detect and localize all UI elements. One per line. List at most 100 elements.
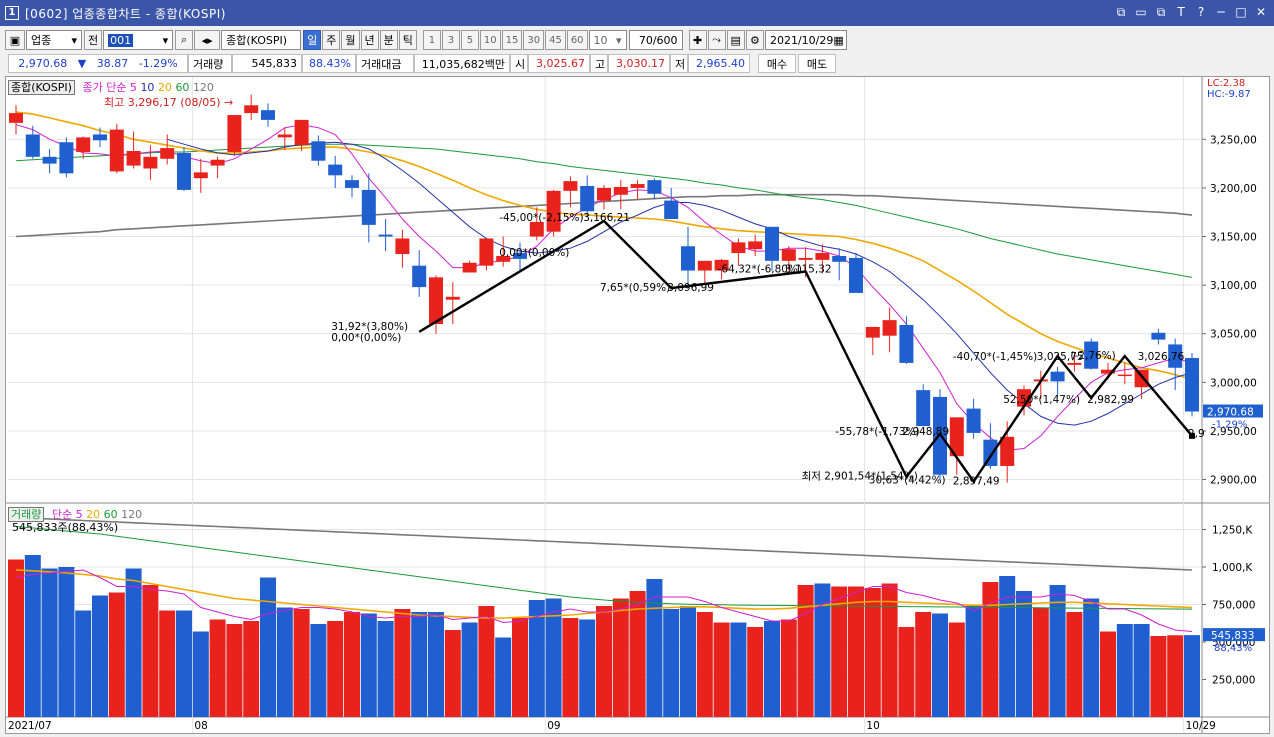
maximize-icon[interactable]: □	[1235, 5, 1247, 19]
volume-bar	[92, 595, 108, 717]
minimize-toolbar-icon[interactable]: ▭	[1135, 5, 1147, 19]
price-tick-label: 3,050,00	[1210, 329, 1257, 341]
volume-label: 거래량	[188, 54, 232, 73]
chart-canvas[interactable]: 3,250,00 3,200,00 3,150,00 3,100,00 3,050,00…	[6, 77, 1269, 733]
candle-body	[277, 134, 292, 138]
candle-body	[429, 277, 443, 325]
legend-ma60: 60	[175, 81, 190, 94]
link-window-icon[interactable]: ⧉	[1116, 5, 1126, 19]
font-icon[interactable]: T	[1177, 5, 1185, 19]
volume-bar	[159, 610, 176, 717]
sell-button[interactable]: 매도	[798, 54, 836, 73]
close-icon[interactable]: ✕	[1255, 5, 1267, 19]
volume-bar	[444, 630, 461, 717]
open-label: 시	[510, 54, 528, 73]
interval-60-button[interactable]: 60	[566, 30, 588, 50]
volume-bar	[948, 622, 965, 717]
zigzag-annotation: 3,115,32	[785, 264, 832, 276]
period-minute-button[interactable]: 분	[379, 30, 398, 50]
volume-bar	[243, 621, 260, 717]
volume-bar	[545, 598, 562, 717]
period-year-button[interactable]: 년	[360, 30, 379, 50]
x-tick-label: 10/29	[1186, 720, 1216, 732]
volume-bar	[276, 607, 293, 717]
current-volume-badge-text: 545,833	[1211, 630, 1254, 642]
volume-bar	[478, 606, 495, 717]
candle-body	[345, 180, 359, 188]
candle-body	[9, 113, 23, 123]
volume-bar	[310, 624, 327, 717]
count-total: /600	[652, 33, 678, 47]
volume-bar	[898, 627, 915, 717]
candle-body	[630, 184, 645, 188]
lc-label: LC:2.38	[1207, 78, 1246, 89]
price-ma60-line	[15, 143, 1193, 278]
price-ma20-line	[15, 111, 1193, 381]
legend-vol-ma60: 60	[103, 508, 118, 521]
zigzag-annotation: 3,025,75	[1037, 351, 1084, 363]
buy-button[interactable]: 매수	[758, 54, 796, 73]
indicator-icon[interactable]: ✚	[688, 30, 707, 50]
interval-3-button[interactable]: 3	[441, 30, 460, 50]
help-icon[interactable]: ?	[1197, 5, 1205, 19]
period-week-button[interactable]: 주	[322, 30, 341, 50]
interval-45-button[interactable]: 45	[545, 30, 566, 50]
interval-30-button[interactable]: 30	[523, 30, 545, 50]
candle-body	[294, 119, 309, 146]
interval-10-button[interactable]: 10	[479, 30, 501, 50]
zigzag-annotation: 2,982,99	[1087, 394, 1134, 406]
price-tick-label: 3,250,00	[1210, 134, 1257, 146]
candle-body	[1101, 369, 1115, 374]
candle-body	[798, 257, 813, 260]
settings-gear-icon[interactable]: ⚙	[745, 30, 764, 50]
all-button[interactable]: 전	[84, 30, 103, 50]
hc-label: HC:-9.87	[1207, 89, 1251, 100]
candle-body	[177, 152, 191, 190]
chevron-down-icon: ▾	[71, 33, 77, 47]
volume-bar	[344, 612, 360, 717]
date-input[interactable]: 2021/10/29 ▦	[764, 30, 847, 50]
candle-body	[697, 260, 712, 271]
volume-bar	[915, 612, 932, 717]
chart-area[interactable]: 3,250,00 3,200,00 3,150,00 3,100,00 3,050,00…	[5, 76, 1270, 734]
volume-bar	[579, 619, 596, 717]
high-label: 고	[590, 54, 608, 73]
date-value: 2021/10/29	[769, 33, 834, 47]
period-day-button[interactable]: 일	[303, 30, 322, 50]
candle-body	[311, 141, 326, 161]
volume-bar	[512, 618, 528, 717]
minimize-icon[interactable]: ─	[1217, 5, 1225, 19]
window-title: [0602] 업종종합차트 - 종합(KOSPI)	[25, 6, 226, 21]
volume-bar	[1116, 624, 1133, 717]
prev-next-icon[interactable]: ◂▸	[194, 30, 221, 50]
category-select[interactable]: 업종 ▾	[26, 30, 82, 50]
volume-chart-title: 거래량	[8, 507, 45, 522]
volume-bar	[881, 583, 898, 717]
search-icon[interactable]: ⌕	[175, 30, 194, 50]
x-tick-label: 10	[866, 720, 879, 732]
panel-toggle-icon[interactable]: ▣	[5, 30, 25, 50]
volume-bar	[176, 610, 192, 717]
period-tick-button[interactable]: 틱	[398, 30, 417, 50]
candle-body	[462, 262, 477, 273]
count-input[interactable]: 70 /600	[628, 30, 683, 50]
interval-5-button[interactable]: 5	[460, 30, 479, 50]
candle-body	[647, 180, 662, 194]
candle-body	[1000, 436, 1015, 466]
volume-bar	[75, 610, 92, 717]
zigzag-annotation: -40,70*(-1,45%)	[953, 351, 1037, 363]
interval-1-button[interactable]: 1	[422, 30, 441, 50]
candle-body	[361, 189, 376, 225]
period-month-button[interactable]: 월	[341, 30, 360, 50]
save-icon[interactable]: ▤	[726, 30, 745, 50]
candle-body	[1185, 358, 1199, 412]
drawing-icon[interactable]: ⤳	[707, 30, 726, 50]
volume-bar	[562, 618, 579, 717]
code-input[interactable]: 001 ▾	[103, 30, 174, 50]
interval-15-button[interactable]: 15	[501, 30, 523, 50]
volume-bar	[428, 612, 444, 717]
volume-bar	[663, 609, 680, 717]
copy-window-icon[interactable]: ⧉	[1156, 5, 1166, 19]
interval-select[interactable]: 10 ▾	[588, 30, 627, 50]
candle-body	[580, 185, 595, 212]
